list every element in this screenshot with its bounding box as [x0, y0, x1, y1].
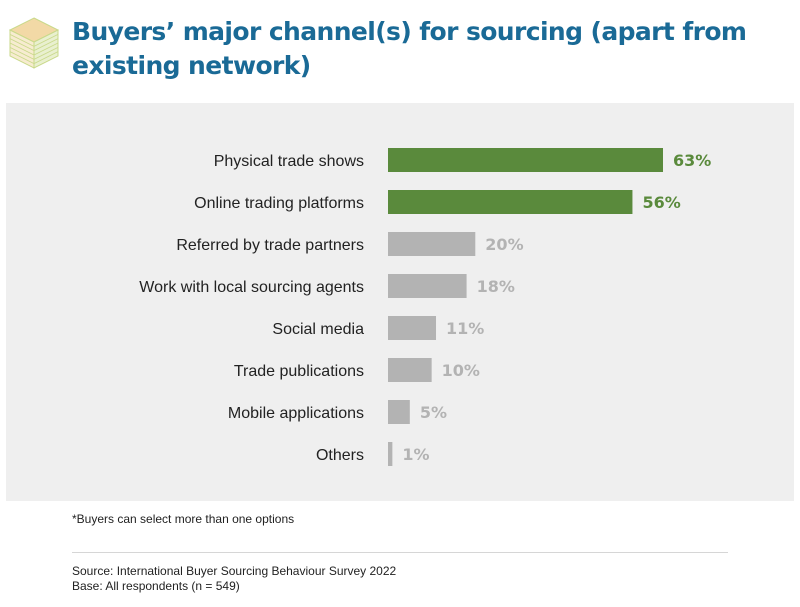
- source-text: Source: International Buyer Sourcing Beh…: [72, 564, 397, 578]
- category-label: Work with local sourcing agents: [139, 279, 364, 296]
- source-block: Source: International Buyer Sourcing Beh…: [72, 564, 396, 594]
- value-label: 20%: [485, 235, 523, 254]
- value-label: 10%: [442, 361, 480, 380]
- category-label: Trade publications: [234, 363, 364, 380]
- value-label: 63%: [673, 151, 711, 170]
- chart-panel: Physical trade shows 63% Online trading pl…: [6, 103, 794, 501]
- category-label: Online trading platforms: [194, 195, 364, 212]
- base-text: Base: All respondents (n = 549): [72, 579, 240, 593]
- bar: [388, 358, 432, 382]
- category-label: Mobile applications: [228, 405, 364, 422]
- footnote: *Buyers can select more than one options: [72, 512, 295, 526]
- category-label: Others: [316, 447, 364, 464]
- chart-title: Buyers’ major channel(s) for sourcing (a…: [72, 17, 747, 80]
- value-label: 5%: [420, 403, 447, 422]
- bar: [388, 316, 437, 340]
- bar-chart: Physical trade shows 63% Online trading pl…: [139, 148, 711, 466]
- value-label: 1%: [402, 445, 429, 464]
- cube-logo-icon: [8, 17, 60, 69]
- bar: [388, 442, 393, 466]
- divider: [72, 552, 728, 553]
- bar: [388, 190, 633, 214]
- bar: [388, 274, 467, 298]
- category-label: Social media: [272, 321, 364, 338]
- value-label: 11%: [446, 319, 484, 338]
- bar: [388, 148, 663, 172]
- category-label: Physical trade shows: [214, 153, 364, 170]
- value-label: 18%: [477, 277, 515, 296]
- bar: [388, 232, 476, 256]
- category-label: Referred by trade partners: [176, 237, 364, 254]
- value-label: 56%: [642, 193, 680, 212]
- bar: [388, 400, 410, 424]
